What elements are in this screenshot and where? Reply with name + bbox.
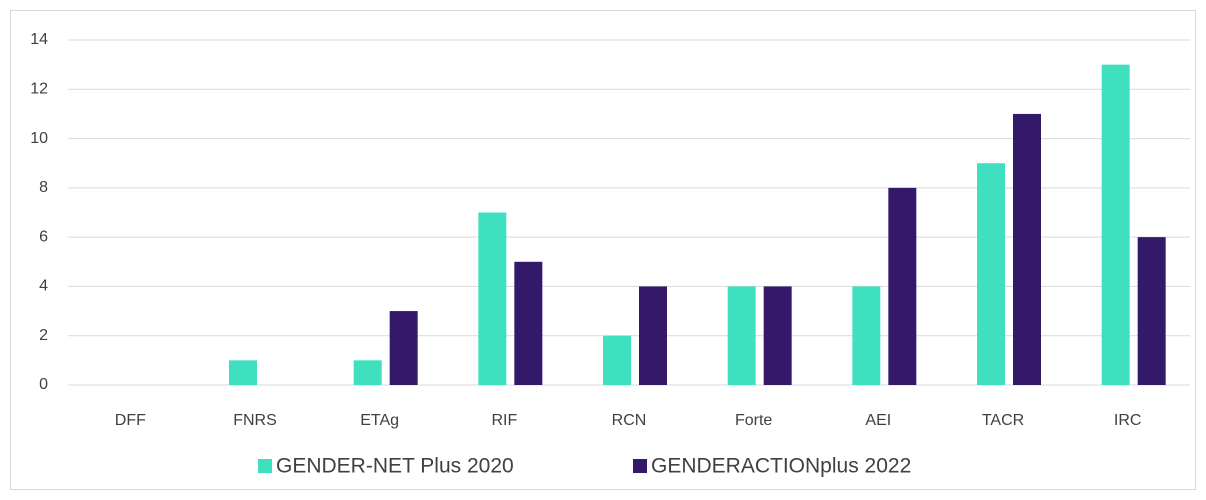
- bar: [763, 286, 792, 385]
- y-tick-label: 0: [39, 376, 48, 393]
- x-tick-label: TACR: [982, 412, 1024, 429]
- y-tick-label: 12: [30, 81, 48, 98]
- bar: [389, 311, 418, 385]
- legend-swatch: [258, 459, 272, 473]
- legend-swatch: [633, 459, 647, 473]
- y-tick-label: 4: [39, 278, 48, 295]
- y-tick-label: 10: [30, 130, 48, 147]
- y-tick-label: 8: [39, 179, 48, 196]
- x-tick-label: RCN: [612, 412, 647, 429]
- x-tick-label: IRC: [1114, 412, 1142, 429]
- bar: [603, 335, 631, 385]
- x-tick-label: Forte: [735, 412, 772, 429]
- x-tick-label: DFF: [115, 412, 146, 429]
- bar: [888, 187, 917, 385]
- x-tick-label: ETAg: [360, 412, 399, 429]
- bar: [514, 261, 543, 385]
- chart-border: [10, 10, 1196, 490]
- bar: [229, 360, 257, 385]
- x-tick-label: AEI: [865, 412, 891, 429]
- bar: [353, 360, 382, 385]
- bar: [1101, 64, 1130, 386]
- bar: [852, 286, 881, 385]
- bar: [1013, 113, 1041, 385]
- x-tick-label: FNRS: [233, 412, 277, 429]
- y-tick-label: 2: [39, 327, 48, 344]
- bar: [727, 286, 756, 385]
- bar: [639, 286, 667, 385]
- y-tick-label: 14: [30, 31, 48, 48]
- bar: [1137, 237, 1166, 385]
- bar: [977, 163, 1005, 385]
- x-tick-label: RIF: [491, 412, 517, 429]
- legend-label: GENDERACTIONplus 2022: [651, 455, 911, 478]
- legend-label: GENDER-NET Plus 2020: [276, 455, 514, 478]
- bar: [478, 212, 507, 385]
- y-tick-label: 6: [39, 228, 48, 245]
